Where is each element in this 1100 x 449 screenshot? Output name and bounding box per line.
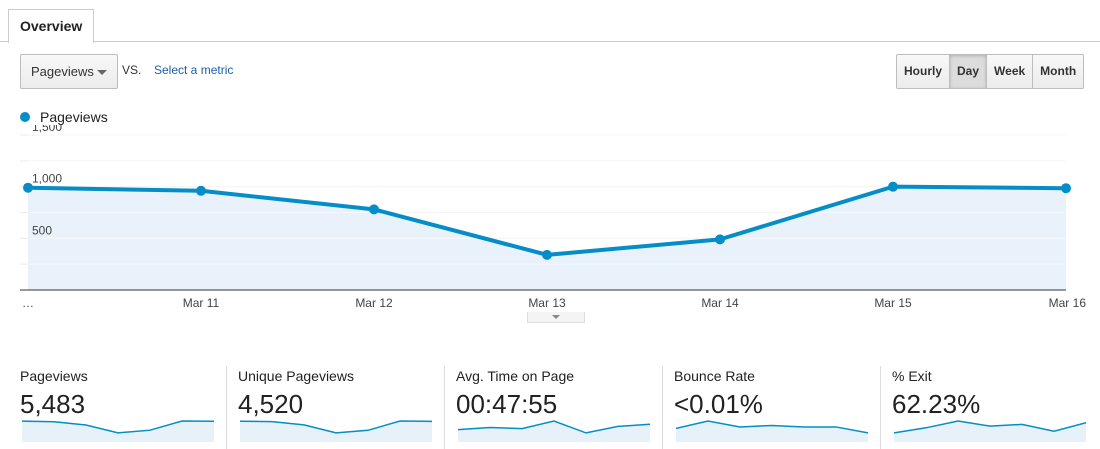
kpi-percent-exit[interactable]: % Exit 62.23% xyxy=(892,360,1092,449)
pageviews-chart: 1,500 1,000 500 … Mar 11 Mar 12 Mar 13 Mar 14 Ma… xyxy=(20,125,1087,310)
sparkline-area xyxy=(22,421,214,442)
y-tick-label: 1,500 xyxy=(32,125,62,134)
data-point[interactable] xyxy=(23,182,33,193)
tab-overview[interactable]: Overview xyxy=(8,9,95,43)
kpi-value: 5,483 xyxy=(20,389,86,419)
sparkline-line xyxy=(458,420,650,434)
data-point[interactable] xyxy=(369,204,379,215)
x-tick-label: Mar 12 xyxy=(355,296,393,310)
month-button[interactable]: Month xyxy=(1033,55,1084,88)
data-point[interactable] xyxy=(888,181,898,192)
granularity-toggle: Hourly Day Week Month xyxy=(896,54,1085,89)
x-tick-label: Mar 13 xyxy=(528,296,566,310)
kpi-unique-pageviews[interactable]: Unique Pageviews 4,520 xyxy=(238,360,438,449)
data-point[interactable] xyxy=(196,185,206,196)
kpi-divider xyxy=(226,366,227,449)
kpi-label: Pageviews xyxy=(20,368,88,384)
sparkline-area xyxy=(676,421,868,442)
chart-legend: Pageviews xyxy=(20,108,108,126)
week-button[interactable]: Week xyxy=(987,55,1034,88)
select-metric-link[interactable]: Select a metric xyxy=(154,63,234,77)
y-tick-label: 1,000 xyxy=(32,172,62,186)
kpi-avg-time-on-page[interactable]: Avg. Time on Page 00:47:55 xyxy=(456,360,656,449)
kpi-sparkline xyxy=(676,420,868,442)
kpi-value: 00:47:55 xyxy=(456,389,558,419)
legend-label: Pageviews xyxy=(40,109,108,125)
metric-dropdown[interactable]: Pageviews xyxy=(20,54,118,89)
y-tick-label: 500 xyxy=(32,223,52,237)
data-point[interactable] xyxy=(715,234,725,245)
sparkline-area xyxy=(458,421,650,442)
day-button[interactable]: Day xyxy=(950,55,988,88)
kpi-value: 4,520 xyxy=(238,389,304,419)
kpi-pageviews[interactable]: Pageviews 5,483 xyxy=(20,360,220,449)
sparkline-area xyxy=(894,421,1086,442)
vs-label: VS. xyxy=(122,63,142,77)
kpi-value: 62.23% xyxy=(892,389,981,419)
data-point[interactable] xyxy=(542,249,552,260)
x-tick-label: Mar 14 xyxy=(701,296,739,310)
chart-expand-toggle[interactable] xyxy=(527,312,585,323)
kpi-label: Unique Pageviews xyxy=(238,368,354,384)
kpi-label: % Exit xyxy=(892,368,932,384)
tab-bar: Overview xyxy=(0,0,1100,43)
hourly-button[interactable]: Hourly xyxy=(897,55,951,88)
sparkline-line xyxy=(22,420,214,434)
kpi-label: Avg. Time on Page xyxy=(456,368,575,384)
kpi-sparkline xyxy=(894,420,1086,442)
sparkline-line xyxy=(240,420,432,434)
kpi-sparkline xyxy=(458,420,650,442)
kpi-divider xyxy=(662,366,663,449)
sparkline-line xyxy=(676,420,868,434)
sparkline-line xyxy=(894,420,1086,434)
kpi-label: Bounce Rate xyxy=(674,368,755,384)
chevron-down-icon xyxy=(97,70,107,75)
sparkline-area xyxy=(240,421,432,442)
x-tick-label: Mar 16 xyxy=(1049,296,1087,310)
kpi-row: Pageviews 5,483 Unique Pageviews 4,520 A… xyxy=(0,360,1100,449)
kpi-value: <0.01% xyxy=(674,389,763,419)
kpi-sparkline xyxy=(240,420,432,442)
series-dot-icon xyxy=(20,112,30,122)
x-tick-label: … xyxy=(22,296,34,310)
x-tick-label: Mar 15 xyxy=(874,296,912,310)
chevron-down-icon xyxy=(552,315,560,319)
data-point[interactable] xyxy=(1061,183,1071,194)
kpi-bounce-rate[interactable]: Bounce Rate <0.01% xyxy=(674,360,874,449)
kpi-divider xyxy=(444,366,445,449)
kpi-divider xyxy=(880,366,881,449)
x-tick-label: Mar 11 xyxy=(183,296,220,310)
metric-dropdown-value: Pageviews xyxy=(31,64,94,79)
kpi-sparkline xyxy=(22,420,214,442)
